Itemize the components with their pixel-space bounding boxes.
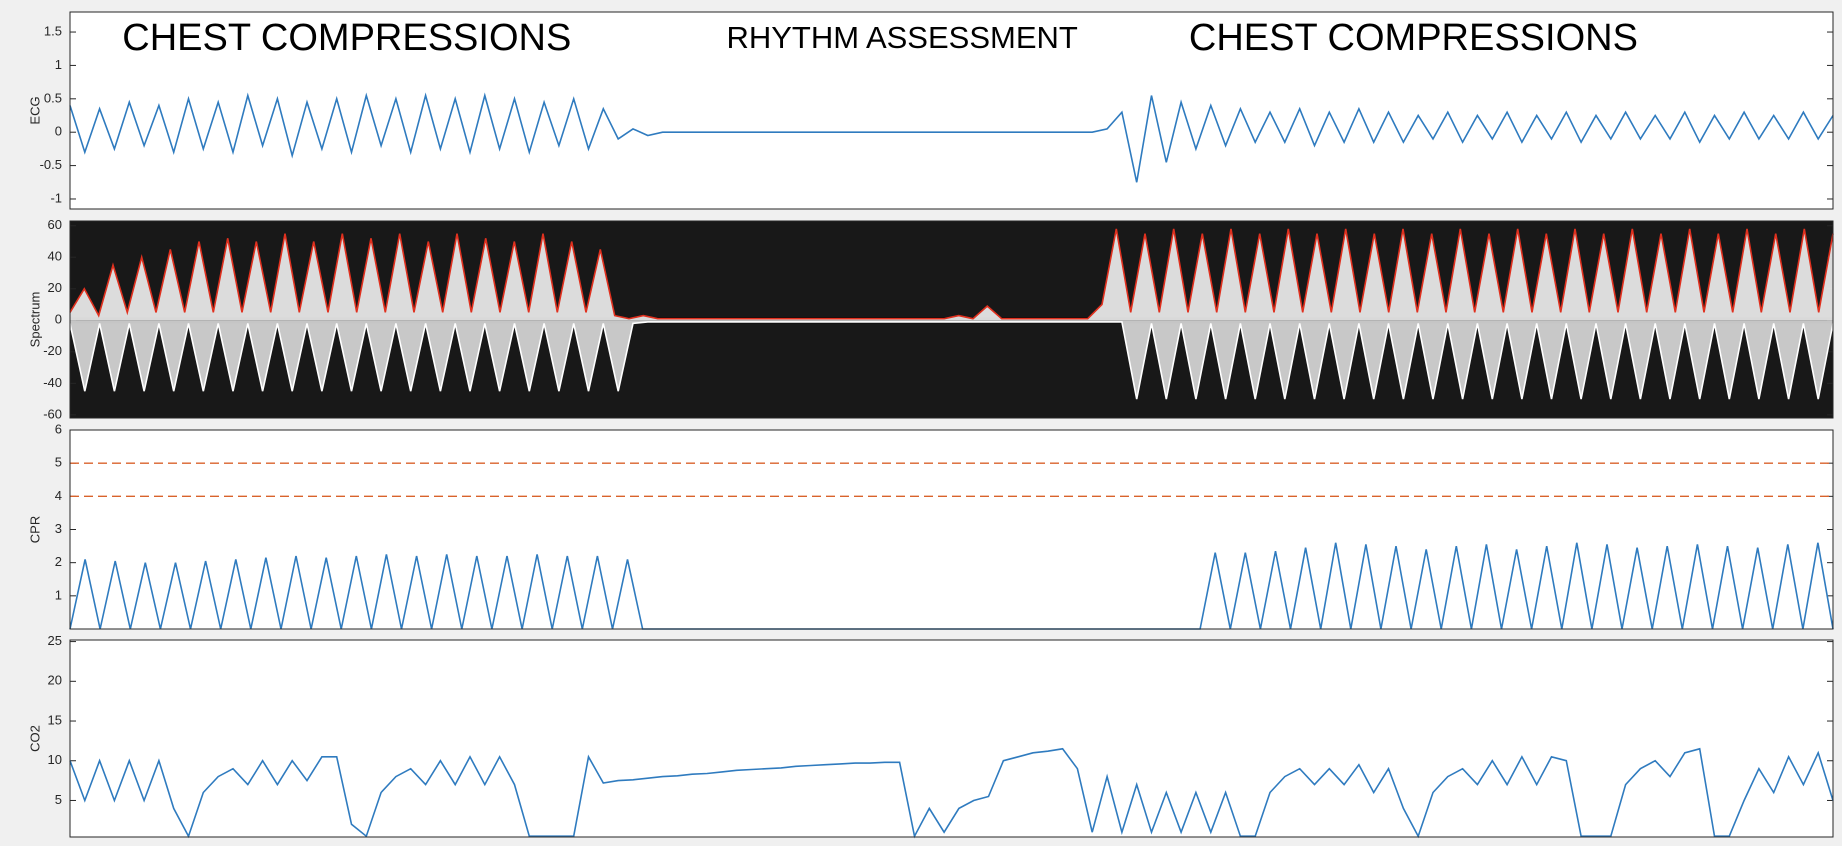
y-axis-label: CPR — [27, 516, 42, 543]
y-axis-label: CO2 — [27, 725, 42, 752]
annotation: CHEST COMPRESSIONS — [1189, 17, 1638, 59]
series-line — [69, 747, 1834, 839]
panel-frame — [69, 11, 1834, 210]
y-tick-label: 4 — [55, 488, 62, 503]
y-tick-label: 3 — [55, 521, 62, 536]
y-tick-label: -60 — [43, 406, 62, 421]
series-line — [69, 321, 1834, 400]
y-tick-label: 1.5 — [44, 23, 62, 38]
y-tick-label: 6 — [55, 421, 62, 436]
panel-background — [70, 12, 1833, 209]
series-area — [70, 228, 1833, 321]
y-axis-label: Spectrum — [27, 292, 42, 348]
y-tick-label: 20 — [48, 280, 62, 295]
y-tick-label: -40 — [43, 375, 62, 390]
panel-frame — [69, 639, 1834, 838]
y-tick-label: 1 — [55, 587, 62, 602]
panel-frame — [69, 220, 1834, 419]
y-tick-label: -0.5 — [40, 157, 62, 172]
y-tick-label: 25 — [48, 633, 62, 648]
series-line — [69, 228, 1834, 320]
y-tick-label: 60 — [48, 217, 62, 232]
y-tick-label: 5 — [55, 792, 62, 807]
y-tick-label: -1 — [50, 190, 62, 205]
y-tick-label: 10 — [48, 752, 62, 767]
y-tick-label: 0 — [55, 312, 62, 327]
y-tick-label: 40 — [48, 249, 62, 264]
y-tick-label: 2 — [55, 554, 62, 569]
y-tick-label: 0.5 — [44, 90, 62, 105]
y-tick-label: 15 — [48, 712, 62, 727]
y-axis-label: ECG — [27, 96, 42, 124]
panel-frame — [69, 429, 1834, 630]
y-tick-label: 0 — [55, 124, 62, 139]
y-tick-label: -20 — [43, 343, 62, 358]
series-line — [69, 92, 1834, 183]
panel-background — [70, 640, 1833, 837]
y-tick-label: 20 — [48, 673, 62, 688]
y-tick-label: 5 — [55, 455, 62, 470]
annotation: RHYTHM ASSESSMENT — [726, 20, 1077, 55]
annotation: CHEST COMPRESSIONS — [122, 17, 571, 59]
y-tick-label: 1 — [55, 57, 62, 72]
